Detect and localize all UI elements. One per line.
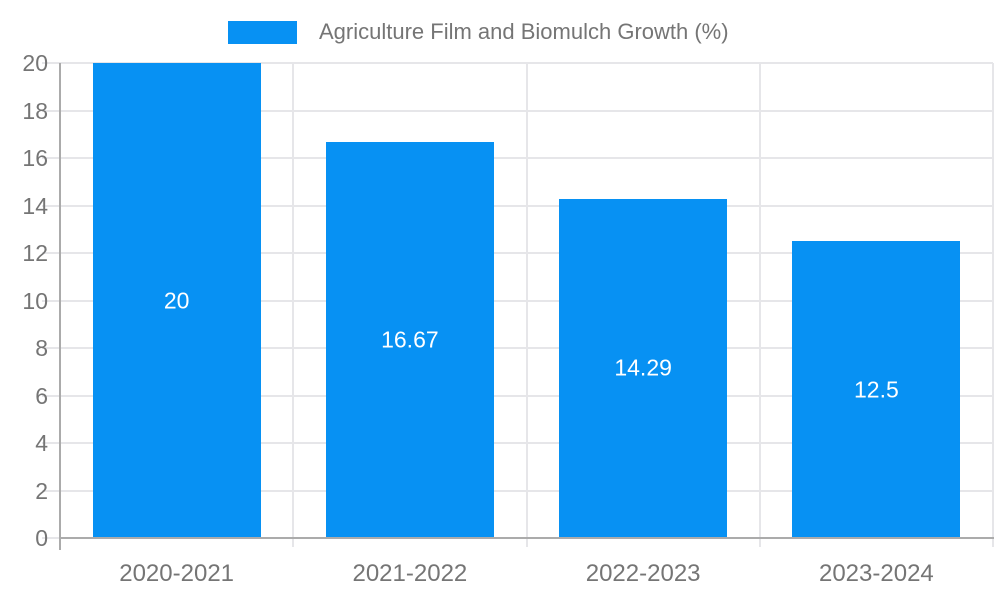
y-axis-tick-label: 2 [35,477,48,504]
y-axis-tick-label: 14 [22,192,48,219]
y-axis-tick-label: 6 [35,382,48,409]
x-axis-tick-label: 2021-2022 [352,560,468,587]
x-axis-tick-label: 2022-2023 [585,560,701,587]
y-axis-tick-label: 12 [22,240,48,266]
legend: Agriculture Film and Biomulch Growth (%) [228,15,729,49]
x-axis-line [59,537,994,539]
gridline-y [42,442,993,444]
bar-value-label: 12.5 [853,376,899,403]
bar-value-label: 16.67 [381,326,439,353]
y-axis-tick-label: 18 [22,97,48,124]
legend-label: Agriculture Film and Biomulch Growth (%) [319,19,729,44]
gridline-y [42,62,993,64]
y-axis-tick-label: 4 [35,430,48,456]
gridline-y [42,347,993,349]
gridline-y [42,394,993,397]
bar: 16.67 [325,142,494,538]
y-axis-line [59,63,61,550]
y-axis-tick-label: 20 [22,50,48,76]
gridline-x [758,63,761,547]
y-axis-tick-label: 0 [35,525,48,551]
bar-value-label: 20 [163,287,190,313]
gridline-y [42,489,993,492]
gridline-y [42,299,993,302]
x-axis-tick-label: 2023-2024 [818,560,934,587]
legend-swatch [228,20,297,44]
gridline-y [42,204,993,207]
gridline-y [42,157,993,159]
gridline-y [42,252,993,254]
gridline-x [292,63,295,547]
gridline-y [42,109,993,112]
x-axis-tick-label: 2020-2021 [119,560,235,587]
bar: 20 [92,63,261,538]
y-axis-tick-label: 10 [22,287,48,314]
gridline-x [992,63,994,547]
gridline-x [525,63,528,547]
bar: 12.5 [792,241,961,538]
y-axis-tick-label: 16 [22,145,48,171]
y-axis-tick-label: 8 [35,335,48,361]
bar-value-label: 14.29 [614,354,672,381]
bar: 14.29 [559,198,728,538]
